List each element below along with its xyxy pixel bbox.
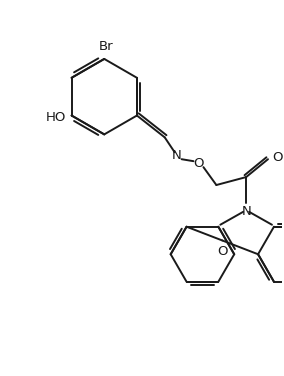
Text: N: N [241, 205, 251, 218]
Text: O: O [217, 246, 227, 258]
Text: O: O [272, 151, 283, 164]
Text: N: N [172, 149, 181, 162]
Text: O: O [193, 157, 204, 170]
Text: HO: HO [46, 111, 67, 124]
Text: Br: Br [99, 40, 114, 53]
